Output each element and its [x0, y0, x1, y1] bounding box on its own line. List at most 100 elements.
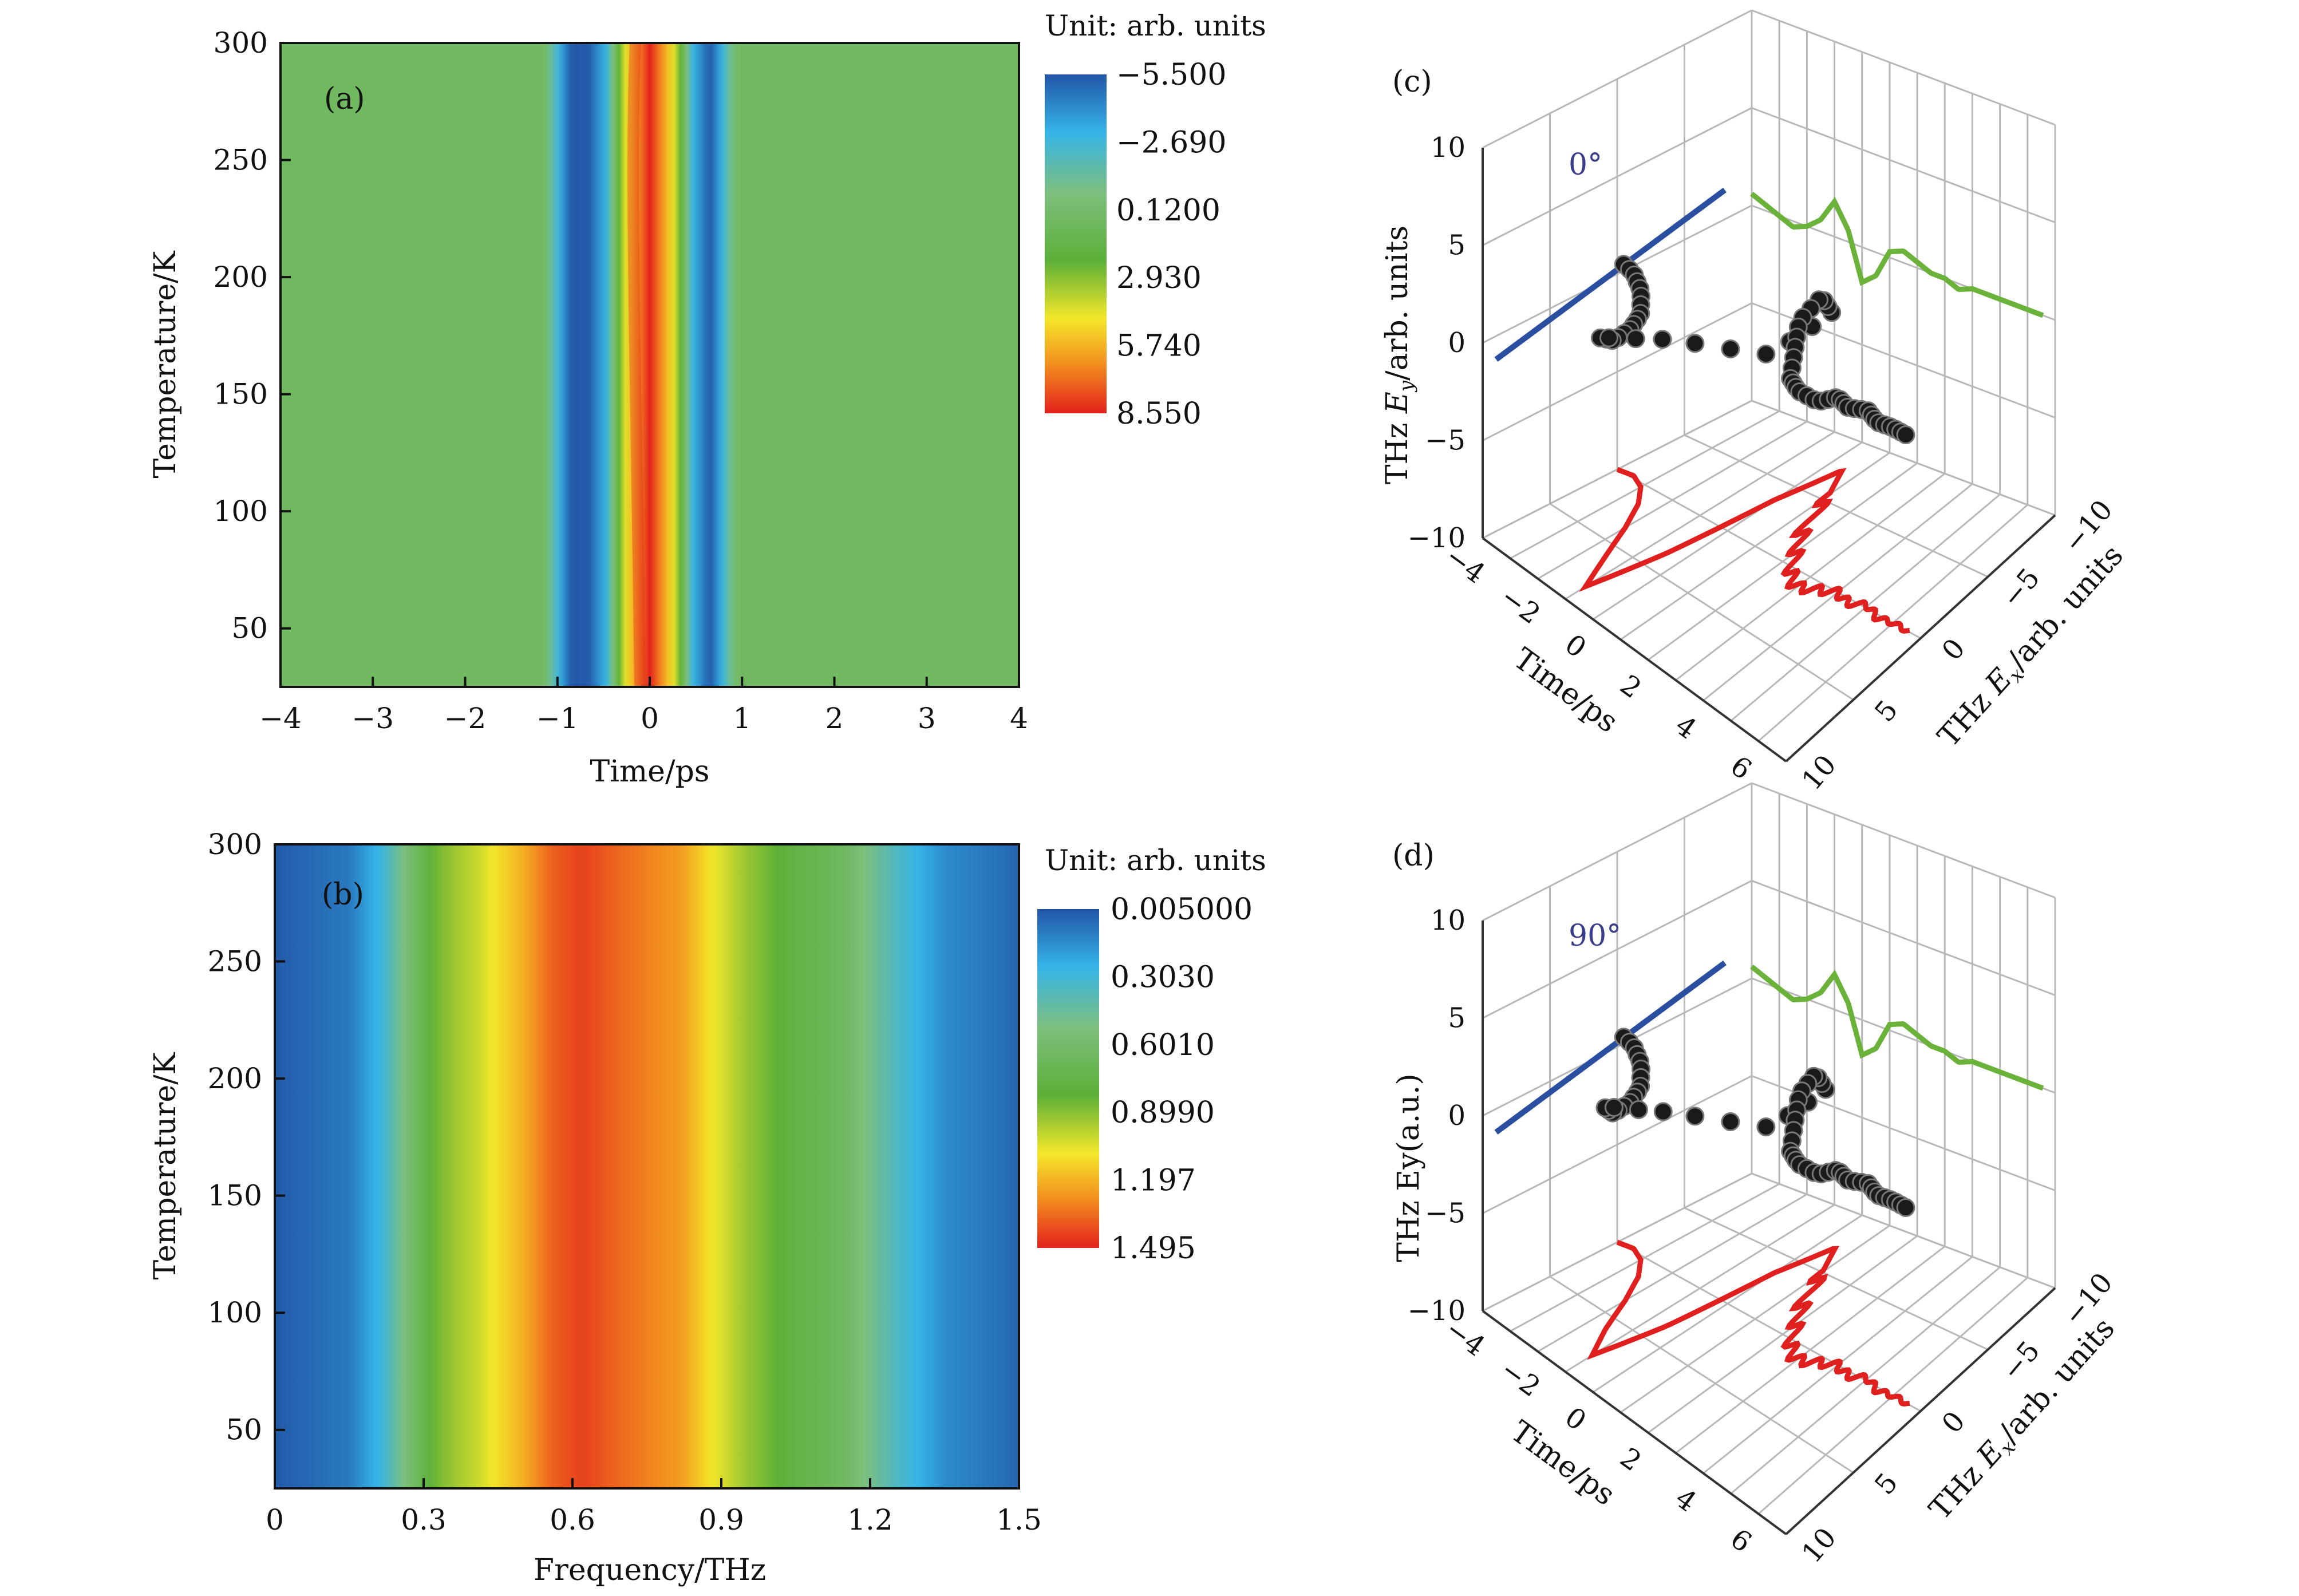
y-axis-ticks-a: 50 100 150 200 250 300	[214, 26, 291, 645]
heatmap-b-area	[275, 844, 1019, 1488]
colorbar-label: 0.8990	[1111, 1096, 1215, 1130]
time-tick-label: 6	[1724, 1523, 1757, 1559]
trajectory-point	[1653, 330, 1672, 349]
grid-line	[1751, 880, 2056, 996]
x-axis-title-b: Frequency/THz	[534, 1553, 766, 1587]
x-tick-label: −3	[351, 702, 394, 735]
grid-line	[1482, 782, 1752, 922]
x-tick-label: 1.2	[847, 1503, 893, 1536]
y-tick-label: 300	[214, 26, 268, 60]
trajectory-point	[1896, 425, 1915, 444]
ex-tick-label: 10	[1796, 749, 1843, 796]
x-tick-label: 0.3	[401, 1503, 447, 1536]
ey-tick-label: 10	[1431, 904, 1465, 937]
projection-polar-line	[1494, 187, 1727, 362]
time-tick-label: 4	[1669, 709, 1702, 745]
axis-line	[1785, 514, 2056, 763]
x-tick-label: 3	[918, 702, 936, 735]
trajectory-point	[1896, 1198, 1915, 1217]
heatmap-b-frame	[274, 843, 1020, 1490]
heatmap-panel-b: 0 0.3 0.6 0.9 1.2 1.5 50 100 150 200 250 300 (b) F…	[148, 828, 1266, 1587]
panel-b-letter: (b)	[322, 878, 364, 912]
time-tick-label: 2	[1614, 669, 1648, 705]
axis-line	[1785, 1287, 2056, 1535]
ey-tick-label: 0	[1448, 327, 1465, 359]
ex-tick-label: −5	[1996, 562, 2046, 614]
colorbar-label: −2.690	[1116, 125, 1226, 160]
colorbar-title-a: Unit: arb. units	[1045, 9, 1266, 42]
grid-line	[1751, 107, 2056, 223]
time-tick-label: 2	[1614, 1441, 1648, 1478]
axis-line	[1482, 537, 1787, 763]
time-tick-label: 4	[1669, 1482, 1702, 1518]
grid-line	[1482, 880, 1752, 1019]
projection-polar-line	[1494, 960, 1727, 1135]
y-tick-label: 200	[214, 260, 268, 294]
y-tick-label: 250	[208, 945, 262, 978]
angle-annotation-d: 90°	[1569, 919, 1621, 953]
trajectory-point	[1629, 1100, 1648, 1119]
trajectory-point	[1653, 1102, 1673, 1121]
trajectory-point	[1685, 334, 1705, 353]
ey-tick-label: −5	[1425, 425, 1465, 457]
colorbar-labels-a: −5.500 −2.690 0.1200 2.930 5.740 8.550	[1116, 58, 1226, 431]
panel-c-letter: (c)	[1392, 65, 1432, 99]
trajectory-point	[1626, 329, 1645, 349]
colorbar-label: 0.005000	[1111, 892, 1253, 927]
colorbar-label: 1.197	[1111, 1164, 1196, 1198]
ey-tick-label: 5	[1448, 230, 1465, 262]
axis-line	[1482, 1310, 1787, 1535]
colorbar-a	[1045, 74, 1107, 413]
y-tick-label: 250	[214, 144, 268, 177]
ex-tick-label: 0	[1935, 1405, 1972, 1439]
grid-line	[1482, 9, 1752, 149]
grid-line	[1684, 1207, 1989, 1350]
x-tick-label: 4	[1010, 702, 1028, 735]
ey-tick-label: 0	[1448, 1100, 1465, 1132]
y-tick-label: 50	[226, 1413, 262, 1447]
x-tick-label: 1	[733, 702, 751, 735]
grid-line	[1482, 107, 1752, 246]
x-tick-label: 0	[266, 1503, 284, 1536]
trajectory-point	[1685, 1107, 1705, 1126]
x-tick-label: −4	[259, 702, 302, 735]
x-axis-title-a: Time/ps	[590, 754, 710, 789]
colorbar-label: −5.500	[1116, 58, 1226, 92]
projection-ey-line	[1750, 192, 2044, 318]
y-tick-label: 100	[208, 1296, 262, 1329]
y-axis-ticks-b: 50 100 150 200 250 300	[208, 828, 285, 1447]
heatmap-a-area	[281, 43, 1019, 687]
grid-line	[1751, 1172, 2056, 1289]
ey-axis-title-c: THz Ey/arb. units	[1380, 226, 1418, 484]
x-axis-ticks-a: −4 −3 −2 −1 0 1 2 3 4	[259, 677, 1028, 735]
colorbar-label: 0.1200	[1116, 193, 1220, 228]
time-tick-label: 0	[1559, 1401, 1592, 1437]
x-tick-label: −2	[444, 702, 487, 735]
ey-tick-label: −10	[1408, 522, 1465, 554]
ey-axis-title-d: THz Ey(a.u.)	[1392, 1073, 1426, 1262]
grid-line	[1751, 782, 2056, 899]
time-tick-label: 0	[1559, 628, 1592, 664]
ex-tick-label: 5	[1869, 694, 1905, 728]
heatmap-a-center-ridge	[627, 42, 646, 688]
ex-tick-label: 5	[1869, 1467, 1905, 1501]
y-axis-title-b: Temperature/K	[148, 1052, 183, 1279]
panel-a-letter: (a)	[324, 82, 365, 116]
x-axis-ticks-b: 0 0.3 0.6 0.9 1.2 1.5	[266, 1478, 1042, 1536]
x-tick-label: 0.9	[698, 1503, 744, 1536]
grid-line	[1549, 1275, 1854, 1473]
trajectory-point	[1756, 345, 1776, 364]
projection-ey-line	[1750, 965, 2044, 1091]
colorbar-b	[1037, 909, 1099, 1248]
ex-tick-label: 10	[1796, 1522, 1843, 1569]
panel-d-letter: (d)	[1392, 839, 1435, 873]
plot3d-d-series	[1494, 960, 2044, 1407]
ex-tick-label: 0	[1935, 633, 1972, 666]
time-tick-label: 6	[1724, 750, 1757, 786]
heatmap-panel-a: −4 −3 −2 −1 0 1 2 3 4 50 100 150 200 250 300 (a) Time…	[148, 9, 1266, 789]
grid-line	[1684, 434, 1989, 578]
y-tick-label: 300	[208, 828, 262, 861]
